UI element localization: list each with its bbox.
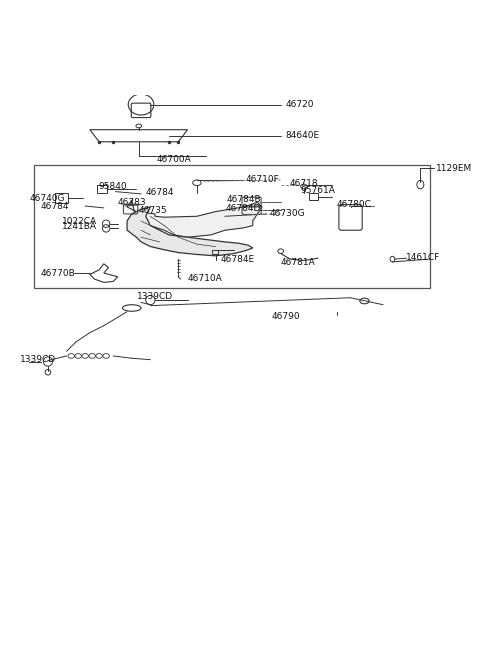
Text: 46710F: 46710F	[246, 175, 279, 184]
Text: 46770B: 46770B	[41, 268, 76, 277]
Text: 46710A: 46710A	[188, 274, 222, 283]
Text: 46720: 46720	[285, 100, 314, 109]
Text: 84640E: 84640E	[285, 131, 320, 140]
Bar	[55, 193, 68, 203]
Text: 46784D: 46784D	[226, 204, 261, 213]
Text: 46784E: 46784E	[220, 255, 254, 264]
Text: 46784B: 46784B	[226, 195, 261, 204]
Text: 1461CF: 1461CF	[407, 253, 441, 262]
Text: 1339CD: 1339CD	[20, 355, 56, 364]
Text: 1339CD: 1339CD	[137, 292, 173, 301]
Text: 46783: 46783	[118, 198, 146, 207]
Polygon shape	[127, 207, 253, 256]
Text: 46780C: 46780C	[336, 199, 372, 209]
Text: 1241BA: 1241BA	[62, 222, 97, 231]
Text: 46730G: 46730G	[269, 209, 305, 218]
Bar	[212, 250, 218, 253]
Polygon shape	[127, 200, 262, 237]
Bar	[34, 165, 430, 289]
Text: 1129EM: 1129EM	[436, 164, 472, 173]
Text: 46735: 46735	[139, 206, 168, 215]
Text: 46718: 46718	[290, 178, 319, 188]
Text: 95840: 95840	[99, 182, 127, 192]
Text: 1022CA: 1022CA	[62, 217, 97, 226]
Text: 46781A: 46781A	[281, 258, 315, 268]
Text: 46790: 46790	[271, 312, 300, 321]
Text: 95761A: 95761A	[300, 186, 336, 195]
Text: 46740G: 46740G	[29, 194, 65, 203]
Bar	[97, 185, 107, 194]
Text: 46784: 46784	[146, 188, 174, 197]
Bar	[309, 193, 318, 201]
Text: 46784: 46784	[41, 203, 70, 211]
Text: 46700A: 46700A	[156, 155, 191, 164]
